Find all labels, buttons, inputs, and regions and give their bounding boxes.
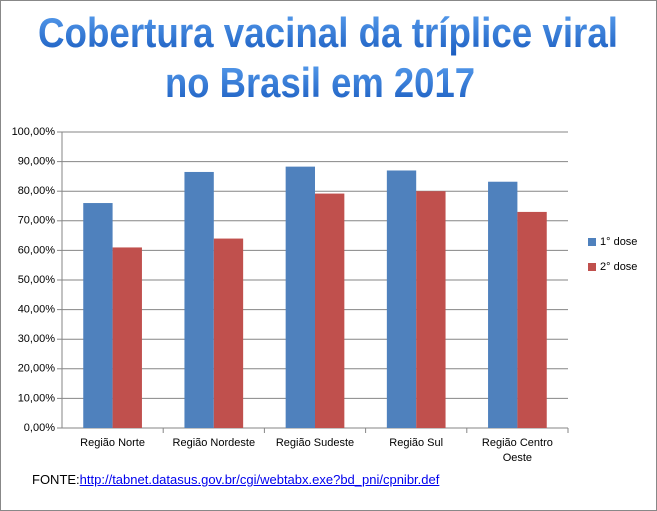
legend-label: 2° dose: [600, 261, 637, 273]
source-label: FONTE:: [32, 472, 80, 487]
chart-title: Cobertura vacinal da tríplice viral: [38, 9, 618, 56]
chart-title: no Brasil em 2017: [165, 59, 475, 106]
bar: [386, 170, 417, 429]
y-tick-label: 10,00%: [18, 392, 56, 404]
y-tick-label: 90,00%: [18, 156, 56, 168]
source: FONTE:http://tabnet.datasus.gov.br/cgi/w…: [32, 472, 439, 487]
legend-swatch: [588, 238, 596, 246]
legend-label: 1° dose: [600, 236, 637, 248]
y-tick-label: 40,00%: [18, 304, 56, 316]
y-tick-label: 100,00%: [12, 126, 56, 138]
x-tick-label: Região Sudeste: [275, 437, 355, 449]
bar: [315, 193, 345, 428]
bar: [83, 203, 113, 428]
x-tick-label: Região Norte: [80, 437, 145, 449]
bar: [184, 171, 214, 428]
y-tick-label: 30,00%: [18, 333, 56, 345]
y-tick-label: 20,00%: [18, 363, 56, 375]
x-tick-label: Região Centro Oeste: [481, 437, 553, 464]
bar: [213, 238, 244, 428]
bar: [517, 211, 547, 428]
bar: [112, 247, 142, 428]
y-tick-label: 50,00%: [18, 274, 56, 286]
y-tick-label: 70,00%: [18, 215, 56, 227]
bar: [285, 166, 315, 428]
bar: [488, 181, 518, 428]
y-tick-label: 60,00%: [18, 244, 56, 256]
x-tick-label: Região Sul: [389, 437, 444, 449]
x-tick-label: Região Nordeste: [172, 437, 256, 449]
source-link[interactable]: http://tabnet.datasus.gov.br/cgi/webtabx…: [79, 472, 440, 487]
y-tick-label: 80,00%: [18, 185, 56, 197]
bar: [416, 191, 446, 428]
legend-swatch: [588, 263, 596, 271]
y-tick-label: 0,00%: [24, 422, 55, 434]
